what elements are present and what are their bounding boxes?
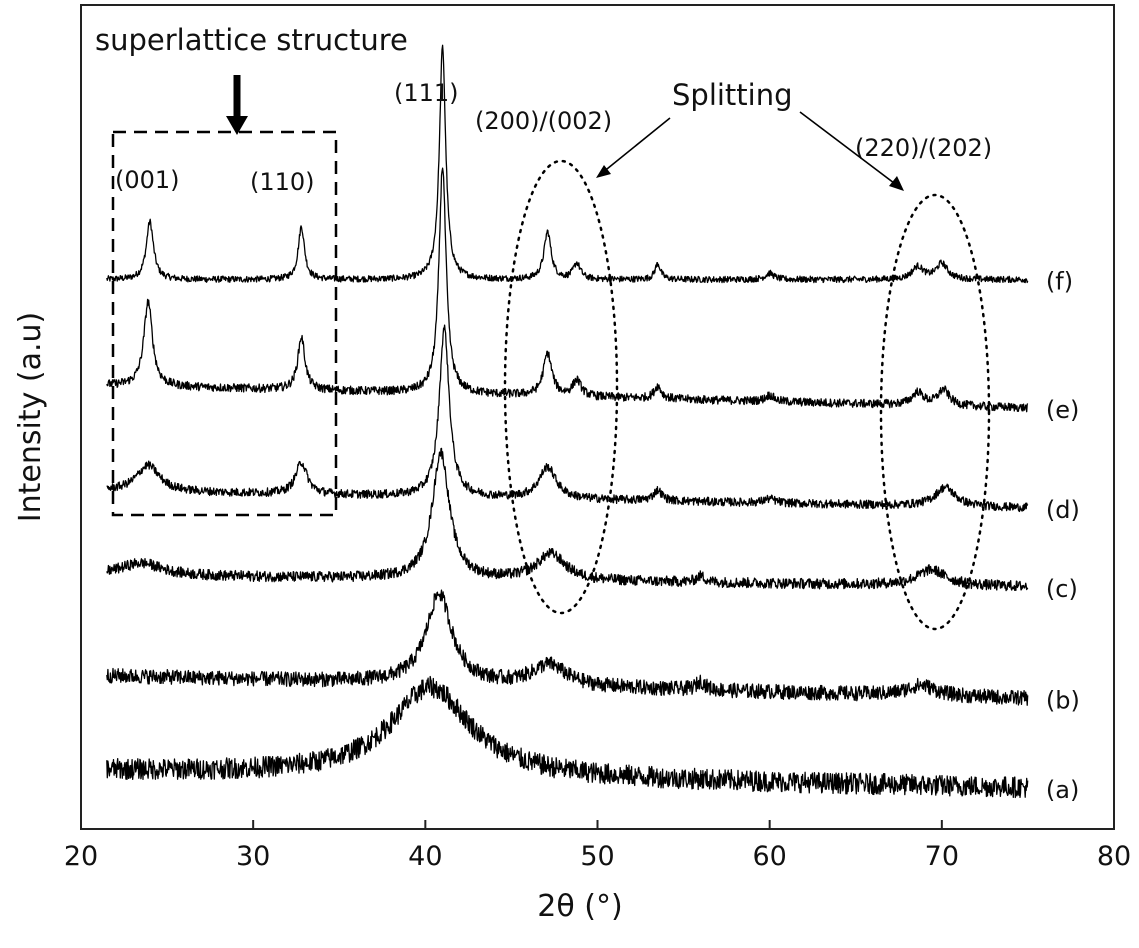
trace-label-b: (b) — [1046, 686, 1080, 714]
peak-label-110: (110) — [250, 168, 315, 196]
trace-label-c: (c) — [1046, 575, 1078, 603]
x-tick-label: 50 — [580, 841, 614, 872]
trace-f — [106, 44, 1029, 284]
x-tick-label: 70 — [925, 841, 959, 872]
trace-d — [106, 324, 1029, 513]
superlattice-arrow — [226, 75, 248, 135]
trace-label-e: (e) — [1046, 396, 1080, 424]
trace-label-f: (f) — [1046, 268, 1073, 296]
x-tick-label: 20 — [64, 841, 98, 872]
splitting-ellipse-left — [503, 159, 619, 615]
x-tick-label: 60 — [752, 841, 786, 872]
trace-label-group: (f) (e) (d) (c) (b) (a) — [1046, 268, 1080, 804]
trace-b — [106, 589, 1029, 706]
splitting-arrow-left — [596, 117, 671, 178]
splitting-annotation: Splitting — [672, 78, 793, 112]
trace-group — [106, 44, 1029, 799]
x-tick-label: 40 — [408, 841, 442, 872]
trace-label-d: (d) — [1046, 496, 1080, 524]
trace-a — [106, 675, 1029, 799]
x-axis-title: 2θ (°) — [537, 889, 622, 924]
superlattice-annotation: superlattice structure — [95, 23, 408, 57]
trace-c — [106, 447, 1029, 592]
peak-label-001: (001) — [115, 166, 180, 194]
peak-label-200-002: (200)/(002) — [475, 107, 612, 135]
superlattice-box — [111, 130, 338, 517]
x-tick-label: 80 — [1097, 841, 1131, 872]
peak-label-111: (111) — [394, 79, 459, 107]
splitting-ellipse-right — [879, 193, 991, 631]
y-axis-title: Intensity (a.u) — [13, 312, 48, 522]
peak-label-220-202: (220)/(202) — [855, 134, 992, 162]
trace-label-a: (a) — [1046, 776, 1079, 804]
trace-e — [106, 167, 1029, 413]
splitting-arrow-right — [799, 111, 904, 191]
x-axis: 20 30 40 50 60 70 80 — [64, 820, 1131, 872]
x-tick-label: 30 — [236, 841, 270, 872]
